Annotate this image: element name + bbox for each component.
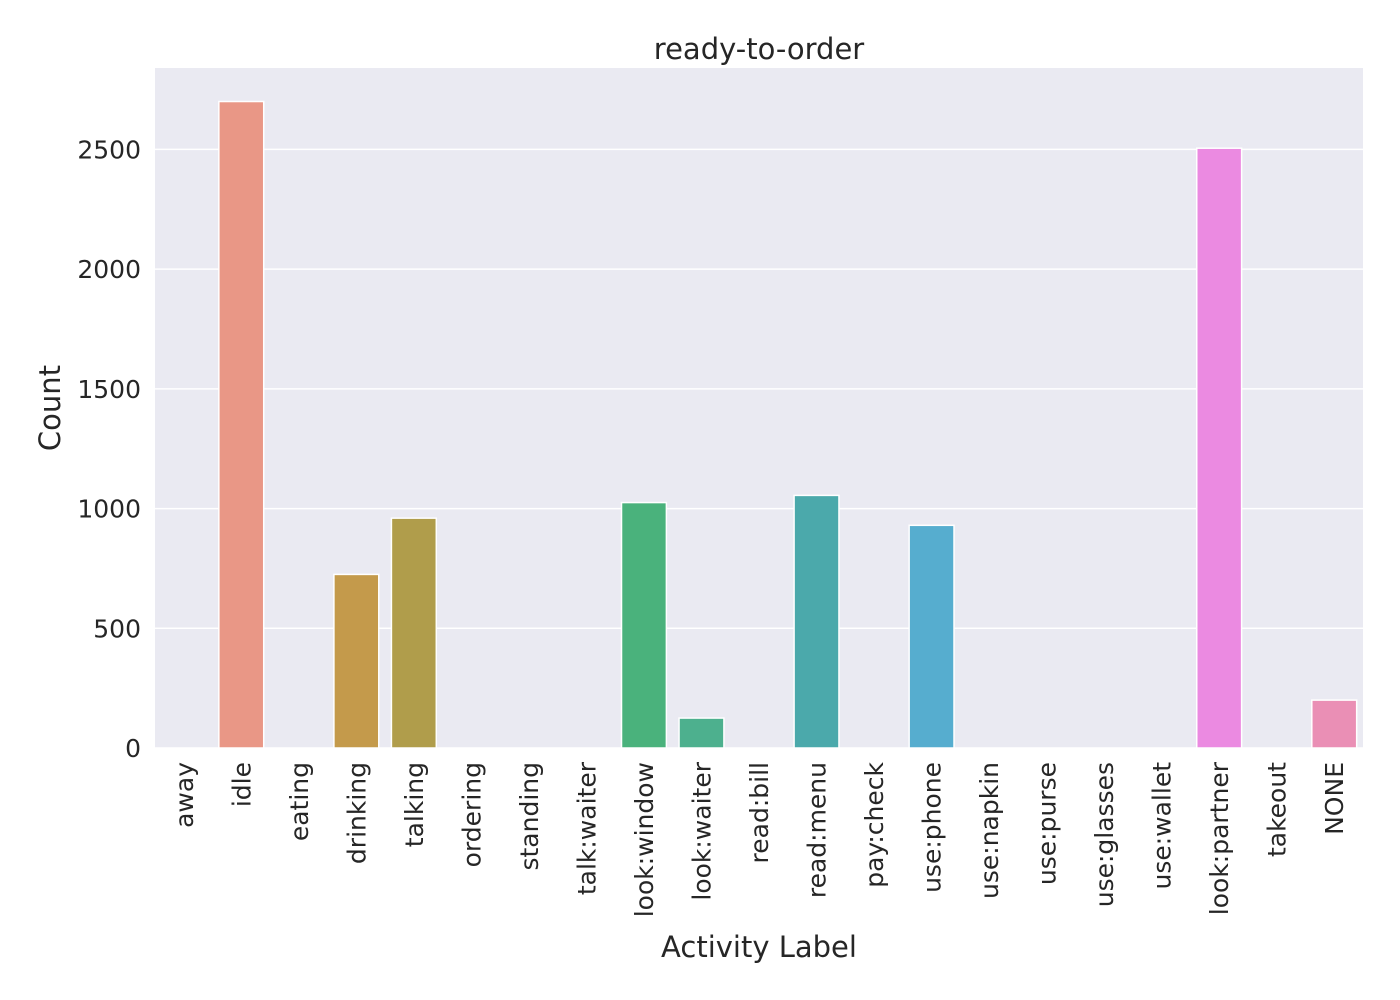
x-tick-label: read:bill <box>745 762 774 863</box>
x-tick-label: NONE <box>1320 762 1349 835</box>
x-tick-label: away <box>170 762 199 828</box>
bar-look-waiter <box>678 717 725 749</box>
bar-look-partner <box>1196 147 1243 749</box>
x-tick-label: talk:waiter <box>572 761 601 895</box>
x-tick-label: talking <box>400 762 429 847</box>
x-tick-label: use:phone <box>918 762 947 893</box>
bar-none <box>1311 699 1358 749</box>
y-axis-ticks: 0 500 1000 1500 2000 2500 <box>77 135 141 763</box>
x-tick-label: look:window <box>630 762 659 917</box>
x-tick-label: pay:check <box>860 761 889 887</box>
y-tick-label: 2000 <box>77 255 141 284</box>
bars <box>218 100 1358 749</box>
y-tick-label: 2500 <box>77 135 141 164</box>
x-tick-label: standing <box>515 762 544 871</box>
x-tick-label: read:menu <box>803 762 832 898</box>
x-tick-label: use:napkin <box>975 762 1004 899</box>
x-tick-label: drinking <box>342 762 371 864</box>
y-axis-title: Count <box>33 365 67 451</box>
x-axis-ticks: away idle eating drinking talking ordering sta… <box>170 761 1349 917</box>
bar-look-window <box>620 501 668 749</box>
x-tick-label: takeout <box>1263 762 1292 857</box>
bar-idle <box>218 100 265 749</box>
x-tick-label: look:waiter <box>687 761 716 900</box>
x-tick-label: use:purse <box>1033 762 1062 885</box>
x-axis-title: Activity Label <box>661 930 857 964</box>
x-tick-label: ordering <box>457 762 486 867</box>
chart-title: ready-to-order <box>654 32 864 66</box>
y-tick-label: 1500 <box>77 375 141 404</box>
y-tick-label: 1000 <box>77 495 141 524</box>
x-tick-label: look:partner <box>1205 761 1234 915</box>
y-tick-label: 500 <box>93 614 141 643</box>
y-tick-label: 0 <box>125 734 141 763</box>
x-tick-label: idle <box>227 762 256 807</box>
bar-read-menu <box>793 494 840 749</box>
bar-use-phone <box>908 524 955 749</box>
bar-drinking <box>333 573 380 749</box>
bar-talking <box>390 517 438 749</box>
x-tick-label: eating <box>285 762 314 841</box>
x-tick-label: use:glasses <box>1090 762 1119 907</box>
x-tick-label: use:wallet <box>1148 762 1177 890</box>
